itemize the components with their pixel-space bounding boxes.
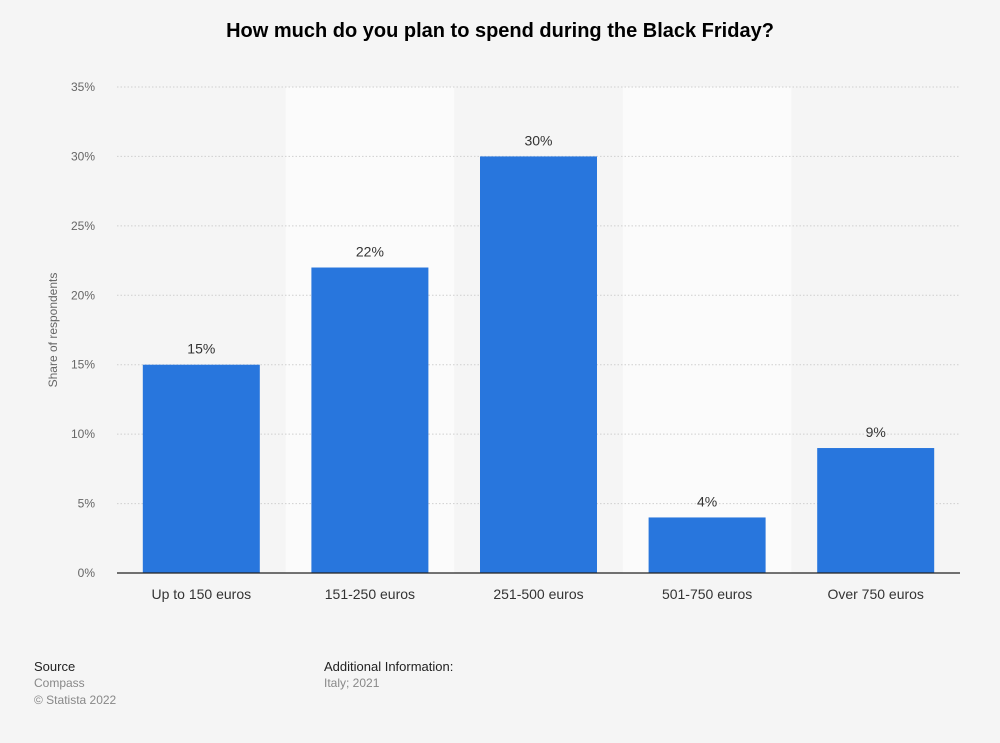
additional-info-heading: Additional Information: [324,659,454,674]
source-heading: Source [34,659,76,674]
data-label: 15% [187,341,215,357]
x-tick-label: 151-250 euros [325,586,415,602]
bar [142,364,260,573]
y-tick-label: 30% [71,149,95,163]
x-tick-label: Over 750 euros [827,586,924,602]
y-tick-label: 0% [78,566,96,580]
y-axis-label: Share of respondents [46,273,60,388]
bar [311,267,429,573]
bar [480,156,597,573]
data-label: 9% [866,424,886,440]
y-tick-label: 35% [71,80,95,94]
x-tick-label: 251-500 euros [493,586,583,602]
additional-info-block: Additional Information: Italy; 2021 [324,658,453,692]
y-tick-label: 15% [71,358,95,372]
y-tick-label: 5% [78,497,96,511]
copyright: © Statista 2022 [34,693,117,707]
y-tick-label: 10% [71,427,95,441]
source-name: Compass [34,676,85,690]
x-tick-label: 501-750 euros [662,586,752,602]
y-tick-label: 25% [71,219,95,233]
data-label: 30% [524,132,552,148]
bar-chart: 0% 5% 10% 15% 20% 25% 30% 35% 15% Up to 150 euros… [46,80,960,602]
data-label: 4% [697,493,717,509]
bar [648,517,766,573]
bar [817,448,935,573]
source-block: Source Compass © Statista 2022 [34,658,116,709]
chart-title: How much do you plan to spend during the… [226,20,774,42]
slot-band [622,87,792,573]
data-label: 22% [356,244,384,260]
y-tick-label: 20% [71,288,95,302]
x-tick-label: Up to 150 euros [151,586,251,602]
additional-info-text: Italy; 2021 [324,676,380,690]
